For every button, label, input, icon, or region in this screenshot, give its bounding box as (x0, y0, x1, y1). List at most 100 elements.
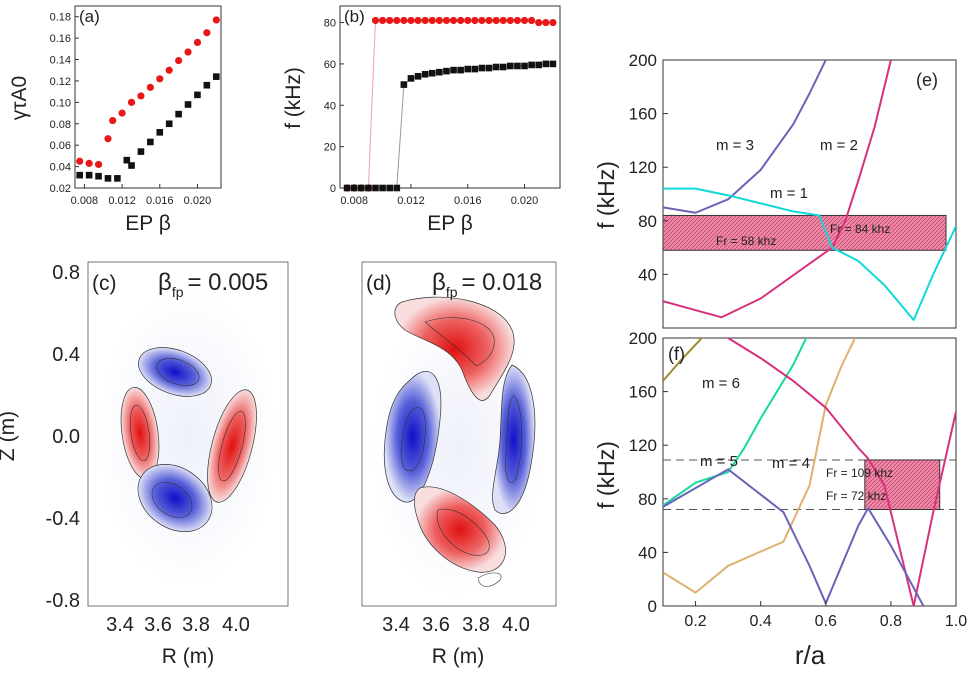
data-point-black (386, 184, 393, 192)
data-point-red (499, 16, 507, 25)
data-point-red (165, 66, 173, 74)
data-point-black (421, 70, 429, 78)
data-point-black (528, 61, 535, 69)
panel-e-frame (662, 59, 957, 329)
data-point-black (436, 68, 443, 76)
contour-d-red-bottom-inner (436, 508, 490, 556)
y-tick-label: 80 (638, 490, 657, 509)
data-point-black (76, 171, 84, 179)
panel-f-ylabel: f (kHz) (593, 441, 619, 509)
contour-c-blue-bottom (137, 464, 213, 532)
data-point-black (521, 62, 528, 70)
data-point-black (343, 184, 351, 192)
panel-f-label: (f) (668, 344, 685, 364)
data-point-black (203, 81, 211, 89)
x-tick-label: 0.4 (750, 613, 772, 630)
data-point-black (507, 62, 514, 70)
data-point-red (464, 16, 472, 25)
data-point-red (94, 160, 103, 169)
panel-b-frame (339, 5, 561, 189)
y-tick-label: 0.12 (50, 76, 71, 88)
data-point-red (513, 16, 522, 25)
data-point-red (414, 16, 422, 25)
data-point-black (128, 162, 135, 169)
contour-d-red-top (394, 296, 515, 401)
data-point-black (85, 171, 93, 179)
panel-e-mlabel-3: m = 3 (716, 137, 754, 154)
x-tick-label: 0.8 (880, 613, 902, 630)
contour-d-tail (477, 572, 502, 587)
y-tick-label: 0 (648, 597, 657, 616)
panel-a: (a) 0.02 0.04 0.06 0.08 0.10 0.12 0.14 0.16 0.18… (8, 5, 222, 235)
panel-f-mlabel-4: m = 4 (772, 455, 810, 472)
data-point-black (464, 65, 472, 73)
contour-d-blue-right-inner (505, 394, 523, 484)
panel-b-ylabel: f (kHz) (282, 67, 305, 129)
series-line-red (347, 19, 553, 189)
x-tick-label: 4.0 (222, 614, 250, 636)
y-tick-label: 0.16 (50, 33, 71, 45)
panel-e-label: (e) (916, 70, 938, 90)
panel-c-xlabel: R (m) (162, 645, 214, 668)
data-point-black (414, 73, 422, 80)
data-point-black (407, 75, 415, 82)
data-point-red (156, 75, 164, 83)
data-point-black (379, 184, 386, 192)
mode-curve-m4 (663, 338, 857, 594)
data-point-red (435, 16, 443, 25)
frequency-gap-band (864, 459, 941, 511)
x-tick-label: 0.008 (71, 195, 99, 207)
data-point-red (184, 48, 192, 56)
data-point-black (114, 175, 121, 182)
panel-e: 40 80 120 160 200 (e) m = 3 m = 2 m = 1 Fr =… (593, 51, 957, 329)
y-tick-label: 0.08 (50, 119, 71, 131)
data-point-red (542, 18, 550, 27)
panel-f-frame (662, 337, 957, 607)
contour-c-blue-top-inner (156, 358, 200, 386)
panel-e-ylabel: f (kHz) (593, 161, 619, 229)
data-point-red (386, 16, 394, 25)
data-point-red (109, 116, 117, 125)
data-point-black (165, 120, 173, 128)
data-point-black (443, 67, 450, 75)
panel-a-xlabel: EP β (125, 212, 171, 235)
data-point-red (118, 109, 126, 117)
x-tick-label: 3.6 (144, 614, 172, 636)
panel-a-label: (a) (79, 7, 100, 26)
data-point-black (212, 73, 220, 80)
data-point-red (76, 157, 84, 165)
data-point-black (372, 184, 379, 192)
data-point-black (450, 66, 457, 74)
data-point-red (378, 16, 387, 25)
panel-f-gap-low-label: Fr = 72 khz (826, 489, 886, 503)
panel-d-title: βfp = 0.018 (432, 269, 542, 300)
y-tick-label: 80 (324, 18, 336, 30)
x-tick-label: 3.8 (182, 614, 210, 636)
data-point-black (535, 61, 543, 69)
panel-d-label: (d) (366, 272, 392, 295)
y-tick-label: 0.02 (50, 183, 71, 195)
panel-c-ylabel: Z (m) (0, 411, 19, 461)
x-tick-label: 3.4 (382, 614, 410, 636)
x-tick-label: 0.016 (146, 195, 174, 207)
data-point-black (95, 172, 102, 180)
data-point-red (371, 16, 380, 25)
panel-f-mlabel-5: m = 5 (700, 453, 738, 470)
panel-f-xlabel: r/a (795, 640, 826, 670)
data-point-red (203, 29, 211, 37)
frequency-gap-band (662, 214, 947, 251)
y-tick-label: 160 (629, 383, 657, 402)
data-point-red (212, 16, 220, 24)
data-point-red (193, 38, 202, 47)
data-point-black (175, 110, 182, 118)
data-point-red (449, 16, 458, 25)
contour-c-blue-bottom-inner (151, 482, 193, 518)
data-point-red (485, 16, 493, 25)
x-tick-label: 0.020 (184, 195, 212, 207)
data-point-red (104, 135, 112, 143)
data-point-black (485, 64, 493, 72)
x-tick-label: 3.6 (422, 614, 450, 636)
data-point-red (535, 18, 543, 27)
data-point-black (357, 184, 365, 192)
